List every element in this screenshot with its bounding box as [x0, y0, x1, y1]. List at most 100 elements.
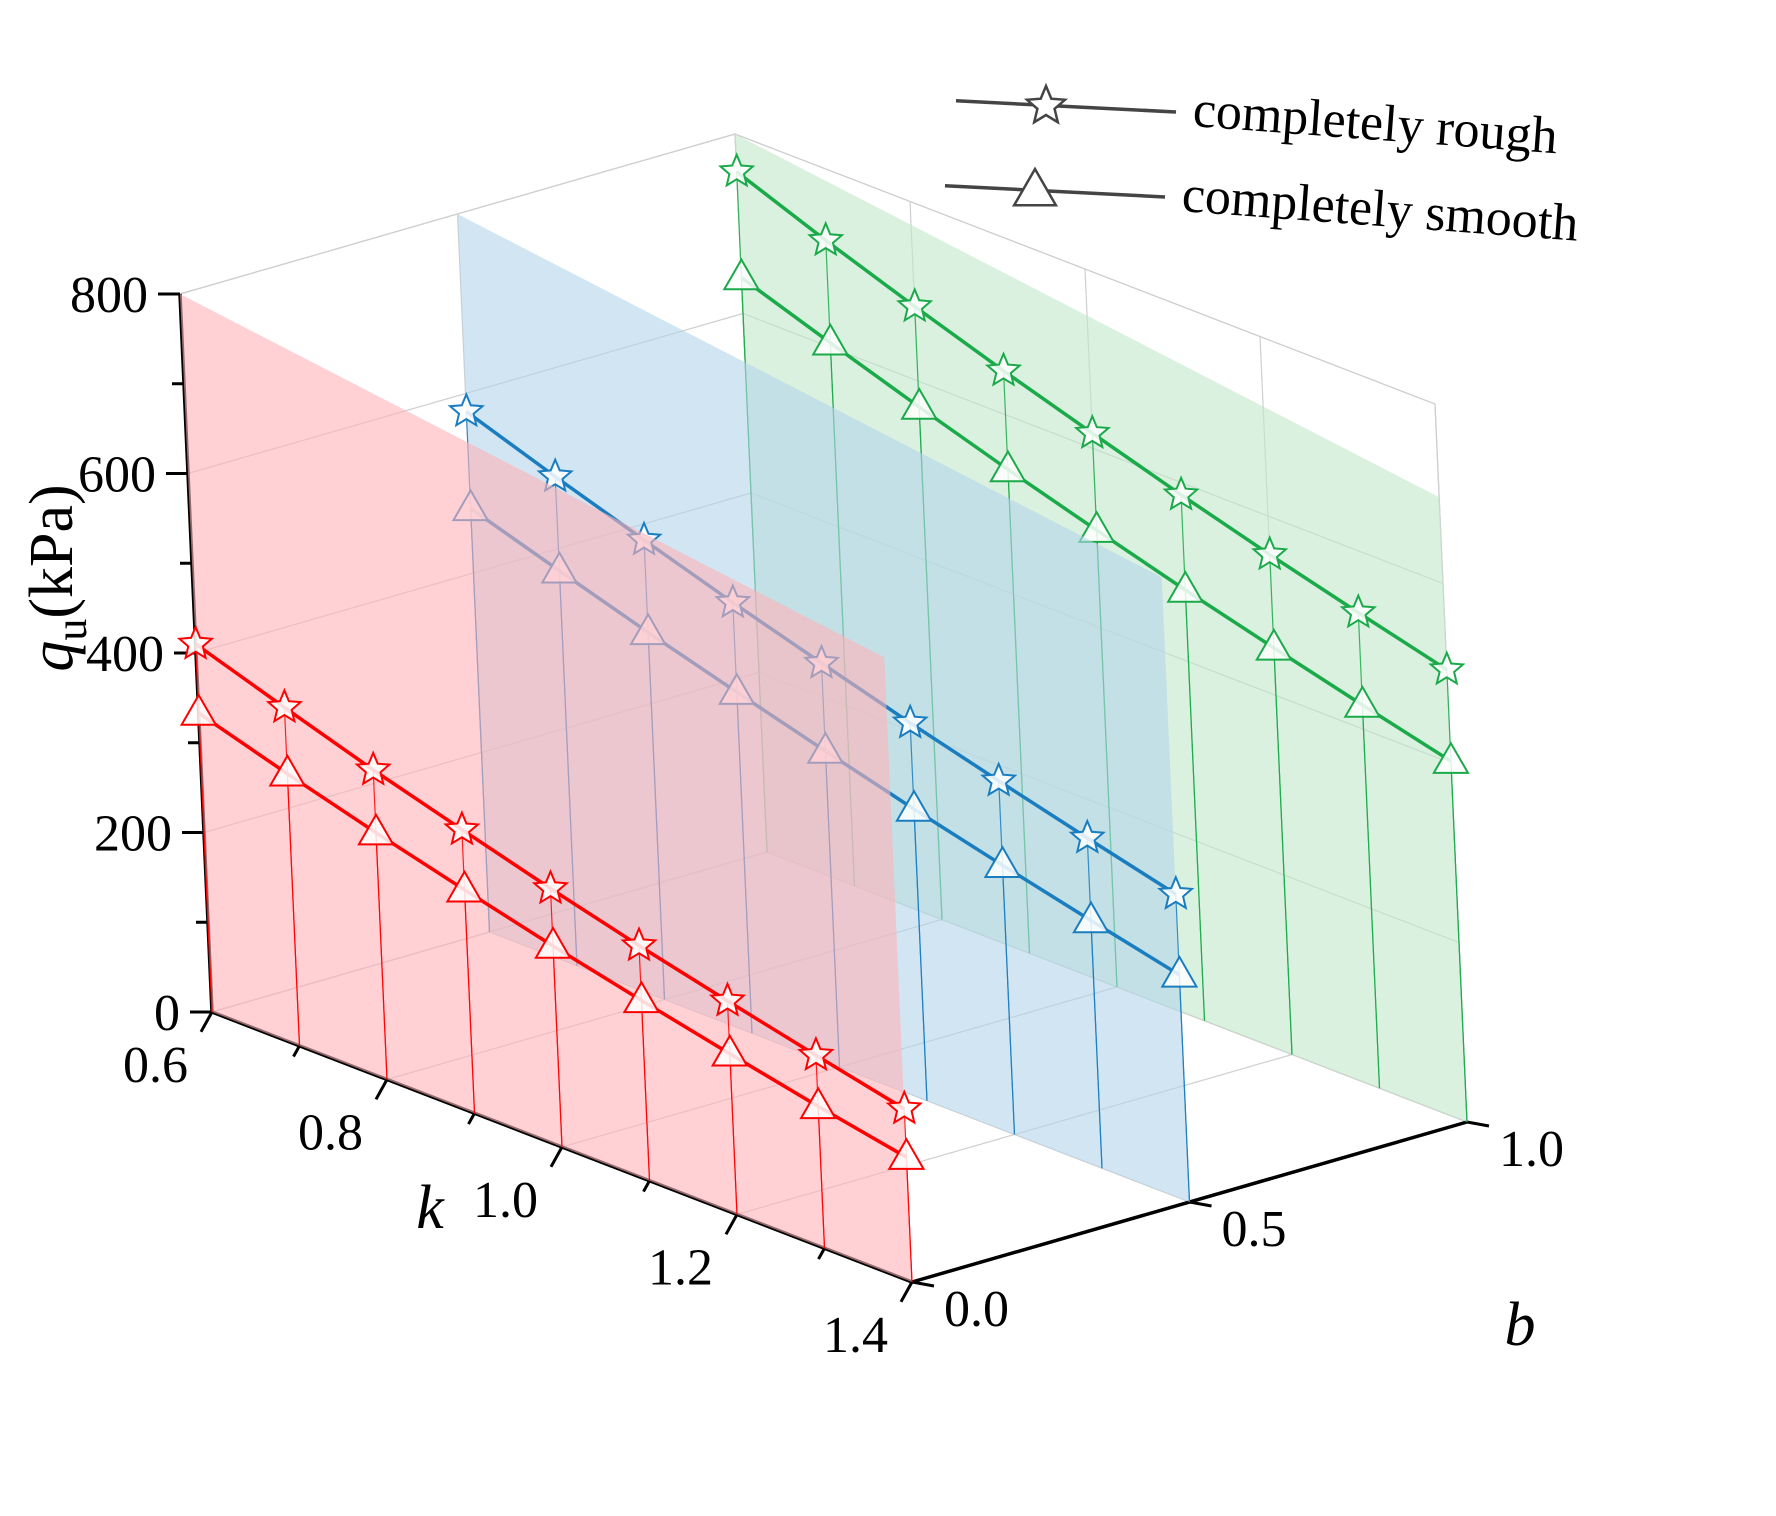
data-point-star [443, 809, 481, 846]
drop-line [552, 945, 563, 1148]
data-point-star [1068, 818, 1106, 854]
data-point-triangle [622, 980, 661, 1014]
data-point-triangle [534, 925, 572, 959]
drop-line [1361, 704, 1381, 1089]
data-point-triangle [1255, 627, 1293, 661]
data-point-triangle [989, 449, 1027, 483]
legend-triangle-icon [1011, 166, 1059, 207]
data-point-triangle [1160, 954, 1199, 988]
data-point-star [536, 457, 574, 493]
q-tick-label: 400 [86, 626, 164, 683]
chart-tick-labels: 0 200 400 600 800 0.6 0.8 1.0 1.2 1.4 0.0 0.5 1.0 [70, 267, 1564, 1364]
k-tick-label: 1.4 [823, 1307, 888, 1364]
data-point-triangle [1166, 569, 1205, 603]
data-point-star [708, 981, 747, 1017]
data-point-triangle [268, 753, 307, 787]
b-tick-label: 1.0 [1499, 1121, 1564, 1178]
data-point-triangle [710, 1033, 749, 1067]
drop-line [1178, 974, 1191, 1203]
k-axis-tick [817, 1247, 826, 1260]
k-axis-tick [199, 1011, 214, 1033]
drop-line [375, 832, 388, 1080]
k-axis-tick [549, 1146, 564, 1168]
data-point-star [531, 868, 570, 905]
q-tick-label: 200 [94, 806, 172, 863]
drop-line [1184, 589, 1206, 1021]
legend-line [955, 99, 1177, 114]
q-tick-label: 0 [154, 985, 180, 1042]
drop-line [1450, 761, 1468, 1123]
data-point-triangle [1077, 510, 1116, 543]
k-axis-tick [724, 1213, 739, 1236]
data-point-star [265, 687, 304, 724]
data-point-star [620, 925, 658, 962]
data-point-star [1428, 650, 1466, 686]
q-axis-title: qu(kPa) [18, 484, 96, 671]
data-point-star [807, 220, 845, 257]
b-axis-tick [1189, 1200, 1212, 1208]
drop-line [1273, 647, 1293, 1055]
data-point-triangle [887, 1137, 926, 1170]
drop-line [913, 809, 928, 1101]
data-point-star [885, 1089, 923, 1125]
drop-line [729, 1053, 738, 1215]
data-point-star [1157, 874, 1195, 911]
k-axis-tick [292, 1045, 301, 1058]
data-point-star [718, 152, 756, 188]
data-point-star [354, 750, 392, 786]
data-point-triangle [722, 257, 761, 291]
chart-planes [176, 134, 1470, 1283]
q-axis-title-sub: u [47, 619, 96, 641]
b-tick-label: 0.0 [944, 1281, 1009, 1338]
k-axis-tick [642, 1180, 651, 1193]
b-axis-tick [1466, 1120, 1490, 1128]
k-axis-tick [467, 1112, 476, 1125]
b-axis-title: b [1505, 1291, 1536, 1359]
data-point-triangle [983, 845, 1022, 878]
drop-line [1001, 865, 1016, 1135]
k-axis-title: k [416, 1174, 445, 1242]
data-point-triangle [1432, 741, 1470, 774]
drop-line [640, 1000, 651, 1181]
data-point-star [447, 391, 485, 428]
q-tick-label: 600 [78, 447, 156, 504]
data-point-star [891, 703, 929, 739]
b-axis-tick [911, 1280, 935, 1288]
data-point-triangle [445, 869, 484, 903]
k-tick-label: 1.2 [648, 1240, 713, 1297]
data-point-triangle [811, 322, 850, 356]
data-point-star [797, 1035, 835, 1072]
q-axis-title-main: q [18, 641, 86, 672]
data-point-triangle [1343, 684, 1382, 718]
q-tick-label: 800 [70, 267, 148, 324]
drop-line [198, 713, 213, 1013]
data-point-triangle [799, 1086, 838, 1120]
legend-line [944, 184, 1166, 199]
data-point-star [1339, 592, 1377, 629]
data-point-triangle [900, 386, 939, 420]
legend-star-icon [1023, 82, 1069, 125]
data-point-star [980, 761, 1018, 797]
k-tick-label: 1.0 [473, 1172, 538, 1229]
q-axis-title-unit: (kPa) [18, 484, 86, 618]
data-point-triangle [357, 812, 395, 846]
legend-label: completely rough [1191, 81, 1560, 165]
data-point-star [896, 286, 934, 323]
k-tick-label: 0.8 [298, 1105, 363, 1162]
chart-axis-titles: k b qu(kPa) [18, 484, 1536, 1359]
data-point-triangle [895, 789, 933, 822]
legend-label: completely smooth [1180, 166, 1580, 253]
drop-line [817, 1106, 826, 1249]
k-axis-tick [899, 1281, 914, 1303]
drop-line [286, 773, 301, 1046]
b-tick-label: 0.5 [1222, 1201, 1287, 1258]
data-point-star [984, 351, 1023, 387]
data-point-star [1251, 534, 1289, 571]
k-tick-label: 0.6 [123, 1037, 188, 1094]
data-point-star [1073, 413, 1111, 450]
drop-line [1090, 920, 1103, 1169]
data-point-triangle [179, 693, 218, 726]
data-point-star [1162, 475, 1200, 511]
